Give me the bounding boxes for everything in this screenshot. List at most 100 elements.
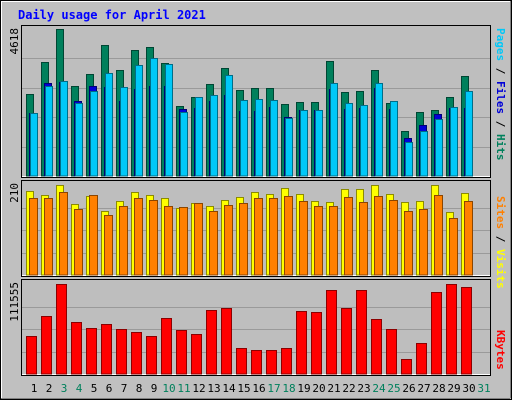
kbytes-bar-28: [431, 292, 442, 375]
pages-bar-8: [135, 65, 143, 177]
day-labels: 1 2 3 4 5 6 7 8 9 10 11 12 13 14 15 16 17 18 19 20 21 22 23 24 2…: [31, 382, 491, 395]
sites-bar-13: [209, 211, 218, 276]
kbytes-bar-21: [326, 290, 337, 375]
pages-bar-29: [450, 107, 458, 177]
day-label-3: 3: [61, 382, 68, 395]
chart-title: Daily usage for April 2021: [18, 8, 206, 22]
sites-bar-5: [89, 195, 98, 276]
pages-bar-26: [405, 142, 413, 177]
day-label-12: 12: [192, 382, 205, 395]
day-label-13: 13: [207, 382, 220, 395]
kbytes-bar-10: [161, 318, 172, 375]
pages-bar-7: [120, 87, 128, 177]
kbytes-bar-20: [311, 312, 322, 375]
kbytes-bar-15: [236, 348, 247, 375]
pages-bar-25: [390, 101, 398, 177]
axis-title-visits: Visits: [494, 249, 507, 289]
kbytes-bar-7: [116, 329, 127, 375]
kbytes-bar-8: [131, 332, 142, 375]
day-label-14: 14: [222, 382, 236, 395]
day-label-11: 11: [177, 382, 190, 395]
sites-bar-17: [269, 198, 278, 276]
day-label-22: 22: [342, 382, 355, 395]
day-label-28: 28: [432, 382, 445, 395]
axis-title-sep-2: /: [494, 114, 507, 134]
pages-bar-2: [45, 86, 53, 177]
sites-bar-11: [179, 207, 188, 276]
sites-bar-16: [254, 198, 263, 276]
axis-title-kbytes: KBytes: [494, 330, 507, 370]
kbytes-bar-25: [386, 329, 397, 375]
sites-bar-26: [404, 211, 413, 276]
kbytes-bar-2: [41, 316, 52, 375]
kbytes-bar-6: [101, 324, 112, 375]
pages-bar-28: [435, 119, 443, 177]
kbytes-bar-5: [86, 328, 97, 375]
day-label-15: 15: [237, 382, 250, 395]
day-label-10: 10: [162, 382, 175, 395]
day-label-8: 8: [136, 382, 143, 395]
kbytes-bar-9: [146, 336, 157, 375]
kbytes-bar-3: [56, 284, 67, 375]
hits-files-pages-panel: [21, 25, 491, 178]
kbytes-bar-17: [266, 350, 277, 375]
axis-title-top: Pages / Files / Hits: [494, 28, 507, 161]
axis-title-files: Files: [494, 81, 507, 114]
visits-sites-panel: [21, 180, 491, 277]
day-label-6: 6: [106, 382, 113, 395]
day-label-1: 1: [31, 382, 38, 395]
kbytes-bar-12: [191, 334, 202, 375]
sites-bar-15: [239, 203, 248, 276]
sites-bar-28: [434, 195, 443, 276]
pages-bar-16: [255, 99, 263, 177]
day-label-31: 31: [477, 382, 490, 395]
day-label-21: 21: [327, 382, 340, 395]
pages-bar-4: [75, 103, 83, 177]
sites-bar-18: [284, 196, 293, 276]
day-label-20: 20: [312, 382, 325, 395]
axis-title-sites: Sites: [494, 196, 507, 229]
day-label-25: 25: [387, 382, 400, 395]
day-label-27: 27: [417, 382, 430, 395]
sites-bar-29: [449, 218, 458, 276]
sites-bar-7: [119, 206, 128, 276]
axis-title-mid: Sites / Visits: [494, 196, 507, 289]
day-label-4: 4: [76, 382, 83, 395]
axis-title-sep-1: /: [494, 61, 507, 81]
pages-bar-17: [270, 100, 278, 177]
kbytes-panel: [21, 279, 491, 376]
kbytes-bar-27: [416, 343, 427, 375]
kbytes-bar-16: [251, 350, 262, 375]
pages-bar-22: [345, 103, 353, 177]
day-label-24: 24: [372, 382, 386, 395]
kbytes-bar-30: [461, 287, 472, 375]
pages-bar-27: [420, 131, 428, 177]
kbytes-bar-26: [401, 359, 412, 375]
kbytes-bar-13: [206, 310, 217, 375]
pages-bar-30: [465, 91, 473, 177]
pages-bar-6: [105, 73, 113, 177]
pages-bar-12: [195, 97, 203, 177]
day-label-16: 16: [252, 382, 265, 395]
max-label-kbytes: 111555: [8, 282, 21, 322]
kbytes-bar-22: [341, 308, 352, 375]
pages-bar-9: [150, 58, 158, 177]
sites-bar-12: [194, 203, 203, 276]
pages-bar-14: [225, 75, 233, 177]
day-label-18: 18: [282, 382, 295, 395]
sites-bar-8: [134, 198, 143, 276]
sites-bar-25: [389, 200, 398, 276]
axis-title-pages: Pages: [494, 28, 507, 61]
sites-bar-30: [464, 201, 473, 276]
kbytes-bar-14: [221, 308, 232, 375]
max-label-visits: 210: [8, 183, 21, 203]
day-label-2: 2: [46, 382, 53, 395]
sites-bar-27: [419, 209, 428, 276]
sites-bar-23: [359, 202, 368, 276]
pages-bar-13: [210, 95, 218, 177]
max-label-hits: 4618: [8, 28, 21, 55]
day-label-5: 5: [91, 382, 98, 395]
hits-files-pages-bars: [26, 29, 473, 177]
axis-title-hits: Hits: [494, 134, 507, 161]
